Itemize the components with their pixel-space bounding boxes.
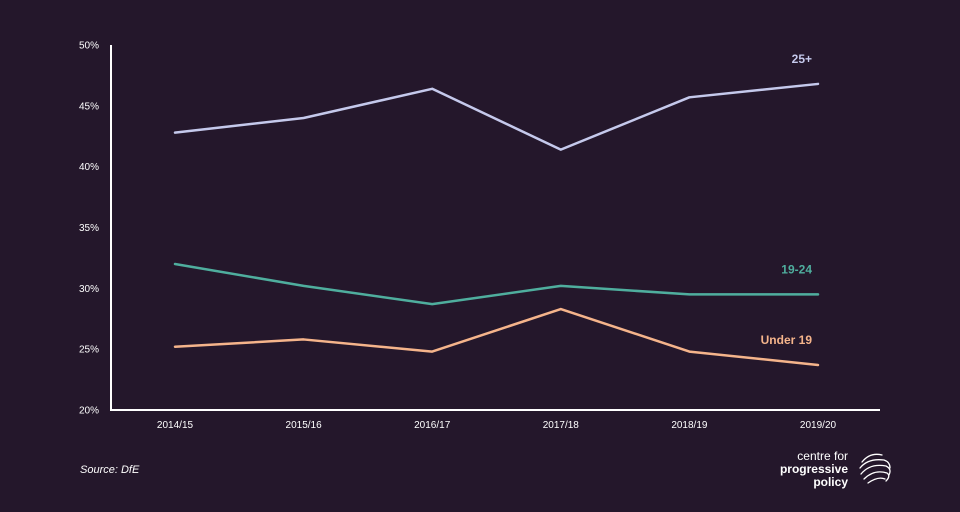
y-tick-label: 40% [79,162,99,173]
y-tick-label: 45% [79,101,99,112]
y-tick-label: 20% [79,406,99,417]
y-tick-label: 50% [79,41,99,52]
series-label: 19-24 [781,262,812,276]
series-lines [173,82,820,367]
logo-line-3: policy [813,475,848,489]
x-tick-label: 2018/19 [671,420,708,431]
series-line [173,262,820,306]
x-tick-label: 2014/15 [157,420,194,431]
series-line [173,82,820,151]
logo-line-2: progressive [779,462,848,476]
cpp-logo: centre for progressive policy [780,448,900,492]
x-tick-label: 2019/20 [800,420,837,431]
logo-text: centre for progressive policy [780,450,848,489]
y-tick-labels: 20% 25% 30% 35% 40% 45% 50% [79,41,99,417]
x-tick-labels: 2014/15 2015/16 2016/17 2017/18 2018/19 2019/… [157,420,837,431]
series-label: Under 19 [761,333,813,347]
source-note: Source: DfE [80,464,140,476]
y-tick-label: 30% [79,284,99,295]
logo-line-1: centre for [797,449,848,463]
x-tick-label: 2016/17 [414,420,451,431]
logo-swirl-icon [859,453,891,484]
series-line [173,307,820,367]
x-tick-label: 2015/16 [286,420,323,431]
y-tick-label: 25% [79,345,99,356]
series-label: 25+ [792,52,812,66]
x-tick-label: 2017/18 [543,420,580,431]
series-labels: 25+ 19-24 Under 19 [761,52,813,347]
y-tick-label: 35% [79,223,99,234]
